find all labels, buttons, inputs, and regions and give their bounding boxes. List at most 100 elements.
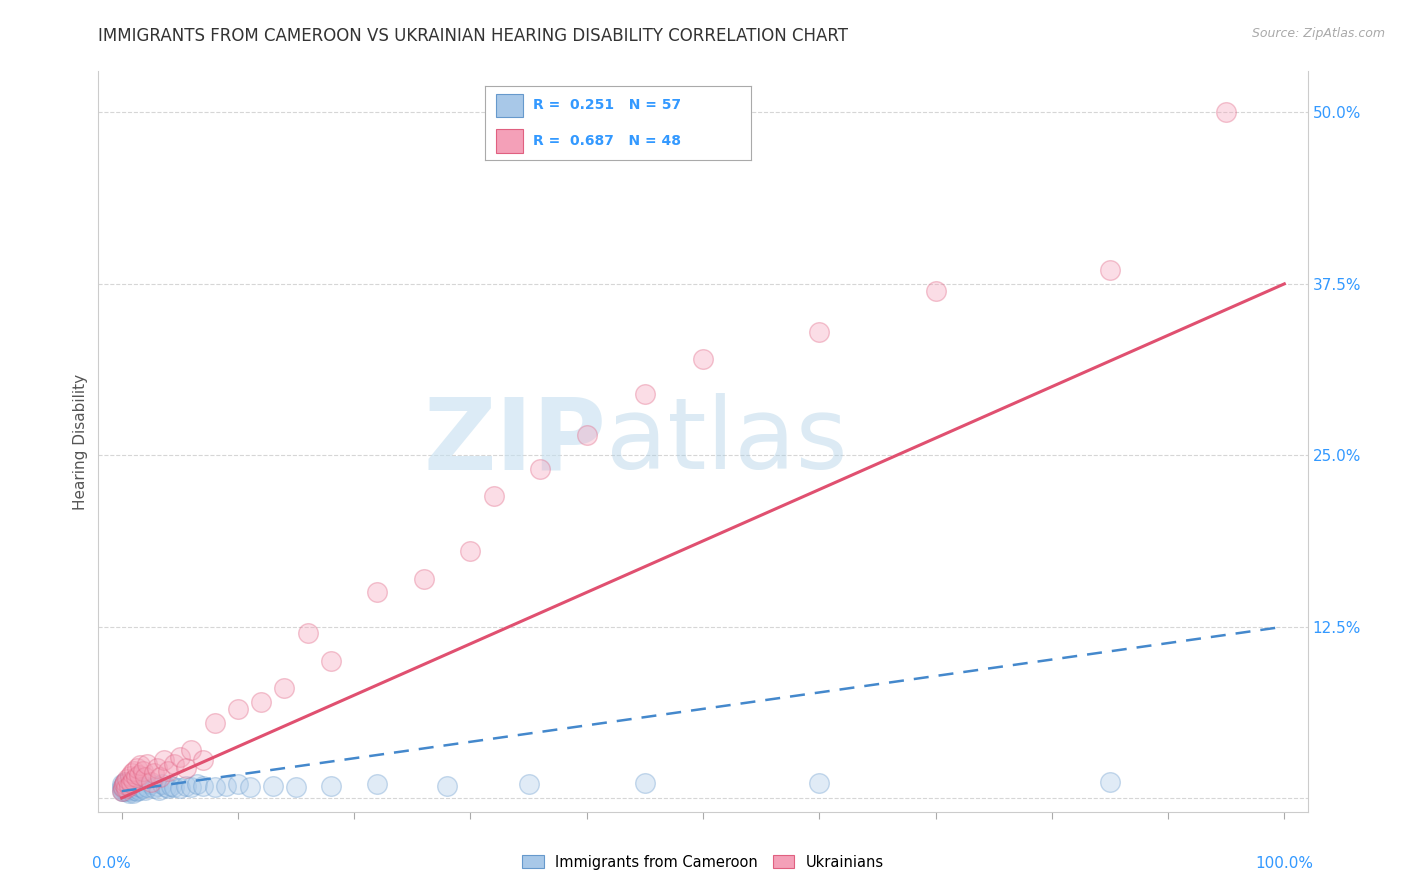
Point (134, 771, 156, 785)
Point (136, 756, 159, 771)
Point (111, 784, 134, 798)
Point (124, 764, 146, 778)
Point (148, 782, 170, 797)
Point (143, 781, 166, 796)
Point (114, 774, 136, 789)
Point (118, 777, 141, 791)
Point (180, 780, 202, 794)
Point (157, 764, 180, 778)
Point (174, 761, 197, 775)
Point (1098, 263, 1121, 277)
Point (517, 777, 540, 791)
Point (114, 774, 136, 789)
Point (112, 782, 135, 797)
Y-axis label: Hearing Disability: Hearing Disability (73, 374, 89, 509)
Point (125, 761, 148, 775)
Point (117, 776, 139, 790)
Point (124, 771, 146, 785)
Point (273, 681, 295, 696)
Point (319, 654, 342, 668)
Point (125, 784, 148, 798)
Point (436, 779, 458, 793)
Text: Source: ZipAtlas.com: Source: ZipAtlas.com (1251, 27, 1385, 40)
Point (136, 780, 159, 794)
Point (118, 769, 141, 783)
Point (149, 771, 172, 785)
Point (112, 777, 135, 791)
Point (111, 780, 134, 794)
Point (250, 695, 273, 709)
Point (634, 386, 657, 401)
Point (575, 427, 598, 442)
Point (128, 782, 150, 797)
Point (145, 761, 167, 775)
Point (128, 767, 150, 781)
Point (191, 779, 214, 793)
Point (262, 779, 284, 793)
Text: IMMIGRANTS FROM CAMEROON VS UKRAINIAN HEARING DISABILITY CORRELATION CHART: IMMIGRANTS FROM CAMEROON VS UKRAINIAN HE… (98, 27, 848, 45)
Point (180, 743, 202, 757)
Point (121, 779, 143, 793)
Text: 100.0%: 100.0% (1256, 856, 1313, 871)
Point (692, 352, 714, 367)
Point (114, 781, 136, 796)
Point (1215, 105, 1237, 120)
Point (297, 626, 319, 640)
Point (226, 777, 249, 791)
Point (186, 777, 208, 791)
Point (129, 780, 152, 794)
Point (115, 781, 138, 796)
Point (134, 782, 156, 797)
Point (226, 702, 249, 716)
Point (124, 782, 146, 797)
Point (169, 750, 191, 764)
Point (129, 758, 152, 772)
Point (808, 776, 831, 790)
Point (111, 780, 134, 794)
Point (155, 780, 177, 794)
Point (204, 780, 226, 794)
Text: ZIP: ZIP (423, 393, 606, 490)
Point (115, 779, 138, 793)
Point (163, 756, 186, 771)
Point (191, 753, 214, 767)
Point (319, 779, 342, 793)
Point (115, 784, 138, 798)
Point (117, 772, 139, 786)
Point (163, 780, 186, 794)
Point (366, 585, 388, 599)
Point (139, 777, 162, 791)
Point (159, 779, 181, 793)
Point (131, 764, 153, 778)
Point (118, 780, 141, 794)
Point (111, 784, 134, 798)
Point (174, 779, 197, 793)
Point (111, 777, 134, 791)
Point (122, 785, 145, 799)
Point (111, 780, 134, 794)
Point (139, 774, 162, 789)
Point (122, 773, 145, 788)
Point (285, 780, 308, 794)
Point (127, 779, 149, 793)
Point (120, 784, 142, 798)
Point (131, 781, 153, 796)
Point (112, 777, 135, 791)
Point (143, 766, 166, 780)
Point (460, 544, 482, 558)
Point (118, 785, 141, 799)
Point (157, 781, 180, 796)
Point (152, 753, 174, 767)
Point (366, 777, 388, 791)
Point (120, 781, 142, 796)
Text: 0.0%: 0.0% (93, 856, 131, 871)
Point (215, 779, 238, 793)
Point (145, 779, 167, 793)
Point (529, 462, 551, 476)
Point (169, 781, 191, 796)
Point (124, 781, 146, 796)
Point (150, 777, 173, 791)
Point (239, 780, 262, 794)
Point (118, 779, 141, 793)
Point (808, 325, 831, 339)
